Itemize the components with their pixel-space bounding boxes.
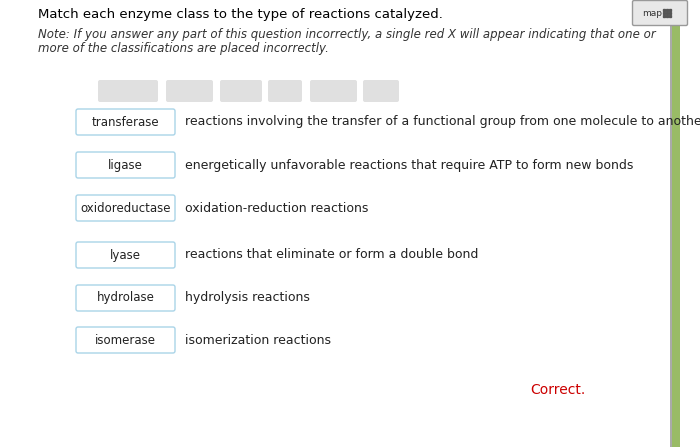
Text: hydrolysis reactions: hydrolysis reactions [185,291,310,304]
FancyBboxPatch shape [76,285,175,311]
FancyBboxPatch shape [633,0,687,25]
FancyBboxPatch shape [363,80,399,102]
FancyBboxPatch shape [98,80,158,102]
Text: oxidation-reduction reactions: oxidation-reduction reactions [185,202,368,215]
Bar [672,0,680,447]
Text: reactions that eliminate or form a double bond: reactions that eliminate or form a doubl… [185,249,478,261]
Bar [670,0,672,447]
FancyBboxPatch shape [268,80,302,102]
FancyBboxPatch shape [76,327,175,353]
Text: more of the classifications are placed incorrectly.: more of the classifications are placed i… [38,42,329,55]
Text: oxidoreductase: oxidoreductase [80,202,171,215]
FancyBboxPatch shape [76,242,175,268]
Text: map: map [642,8,662,17]
FancyBboxPatch shape [76,195,175,221]
FancyBboxPatch shape [166,80,213,102]
FancyBboxPatch shape [310,80,357,102]
Text: isomerase: isomerase [95,333,156,346]
Text: hydrolase: hydrolase [97,291,155,304]
Text: lyase: lyase [110,249,141,261]
Text: energetically unfavorable reactions that require ATP to form new bonds: energetically unfavorable reactions that… [185,159,634,172]
FancyBboxPatch shape [220,80,262,102]
Text: transferase: transferase [92,115,160,128]
Text: Match each enzyme class to the type of reactions catalyzed.: Match each enzyme class to the type of r… [38,8,443,21]
Text: Note: If you answer any part of this question incorrectly, a single red X will a: Note: If you answer any part of this que… [38,28,656,41]
Text: Correct.: Correct. [530,383,585,397]
FancyBboxPatch shape [76,109,175,135]
Text: reactions involving the transfer of a functional group from one molecule to anot: reactions involving the transfer of a fu… [185,115,700,128]
Text: isomerization reactions: isomerization reactions [185,333,331,346]
Text: ligase: ligase [108,159,143,172]
FancyBboxPatch shape [76,152,175,178]
